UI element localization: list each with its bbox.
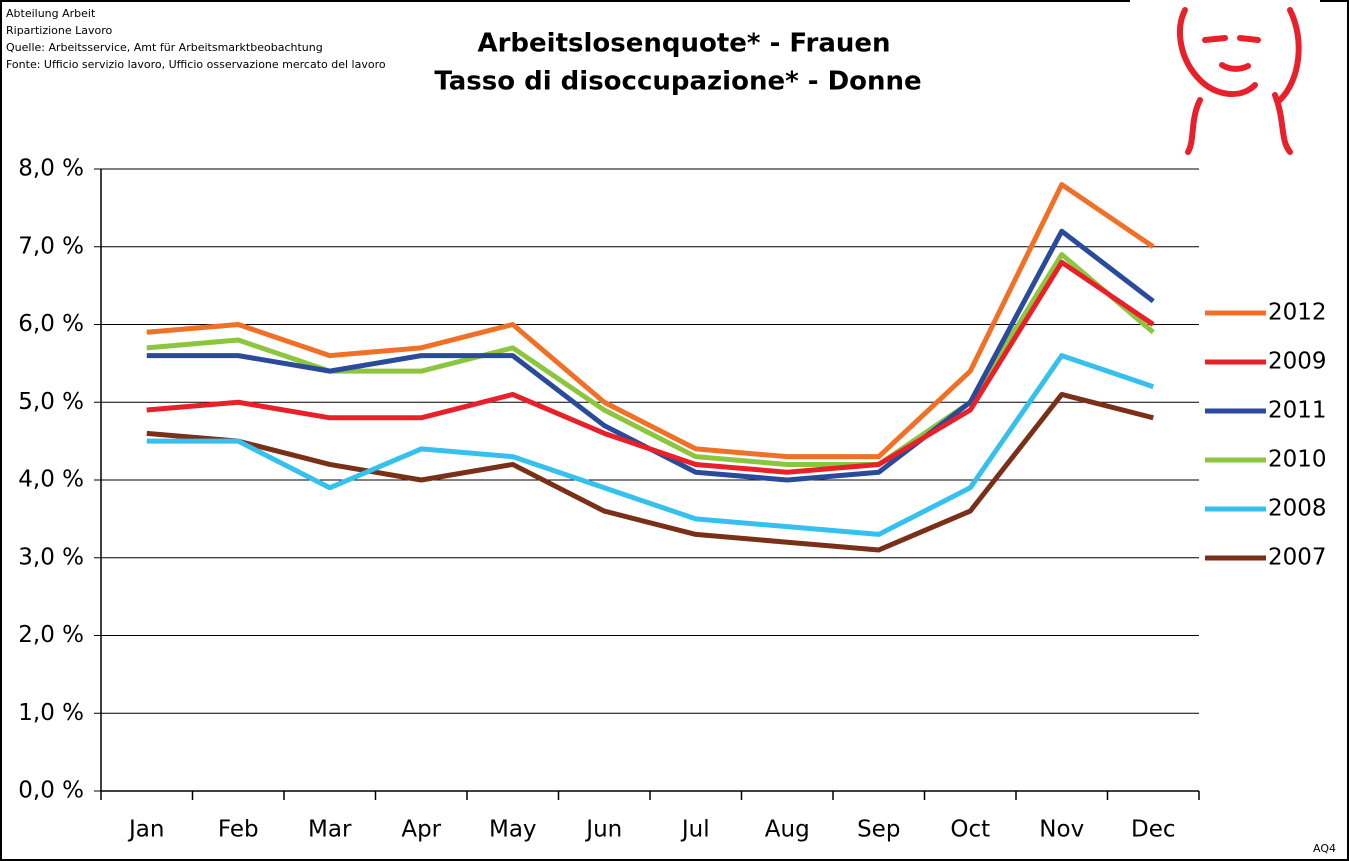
legend-label: 2007 <box>1268 545 1327 571</box>
header-line: Fonte: Ufficio servizio lavoro, Ufficio … <box>6 58 386 71</box>
x-tick-label: May <box>489 817 537 843</box>
chart-subtitle: Tasso di disoccupazione* - Donne <box>434 67 921 97</box>
x-tick-label: Mar <box>308 817 352 843</box>
x-tick-label: Feb <box>218 817 259 843</box>
x-tick-label: Jan <box>127 817 164 843</box>
y-tick-label: 6,0 % <box>18 311 84 337</box>
x-tick-label: Nov <box>1039 817 1084 843</box>
frame <box>1 1 1348 860</box>
x-tick-label: Jul <box>680 817 710 843</box>
x-tick-label: Aug <box>765 817 810 843</box>
legend-label: 2012 <box>1268 300 1327 326</box>
header-line: Ripartizione Lavoro <box>6 24 112 37</box>
y-tick-label: 8,0 % <box>18 156 84 182</box>
legend-label: 2011 <box>1268 398 1327 424</box>
page: Abteilung Arbeit Ripartizione Lavoro Que… <box>0 0 1349 861</box>
y-tick-label: 5,0 % <box>18 389 84 415</box>
y-tick-label: 2,0 % <box>18 622 84 648</box>
header-line: Quelle: Arbeitsservice, Amt für Arbeitsm… <box>6 41 323 54</box>
x-tick-label: Dec <box>1131 817 1176 843</box>
y-tick-label: 4,0 % <box>18 467 84 493</box>
frame-gap <box>1130 0 1320 6</box>
x-tick-label: Oct <box>950 817 990 843</box>
x-tick-label: Jun <box>584 817 622 843</box>
x-tick-label: Apr <box>401 817 441 843</box>
header-line: Abteilung Arbeit <box>6 7 96 20</box>
legend-label: 2010 <box>1268 447 1327 473</box>
chart: Abteilung Arbeit Ripartizione Lavoro Que… <box>0 0 1349 861</box>
y-tick-label: 1,0 % <box>18 700 84 726</box>
chart-title: Arbeitslosenquote* - Frauen <box>477 29 890 59</box>
footer: AQ4 <box>1313 842 1336 855</box>
legend-label: 2009 <box>1268 349 1327 375</box>
legend-label: 2008 <box>1268 496 1327 522</box>
y-tick-label: 7,0 % <box>18 233 84 259</box>
y-tick-label: 3,0 % <box>18 544 84 570</box>
y-tick-label: 0,0 % <box>18 778 84 804</box>
x-tick-label: Sep <box>857 817 900 843</box>
